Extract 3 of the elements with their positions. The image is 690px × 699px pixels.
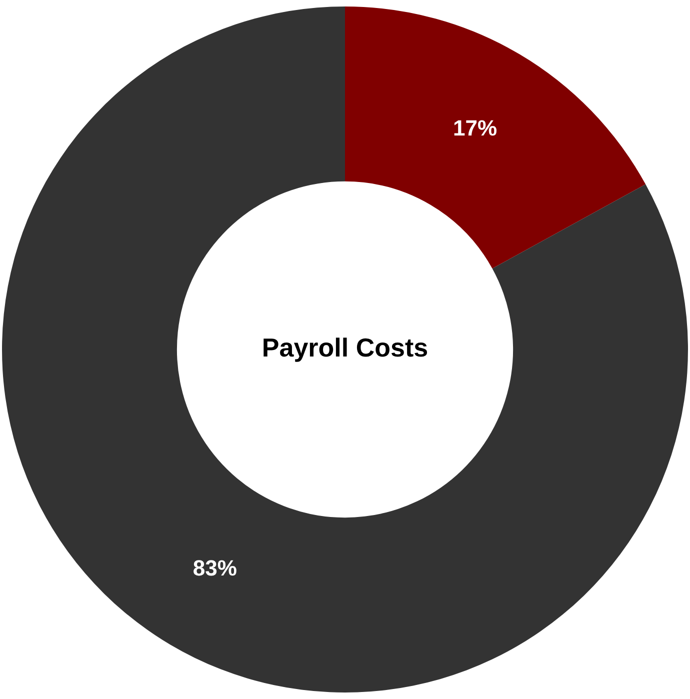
data-label: 17% <box>453 116 498 141</box>
text: Payroll Costs <box>262 332 428 363</box>
data-label: 83% <box>192 556 237 581</box>
